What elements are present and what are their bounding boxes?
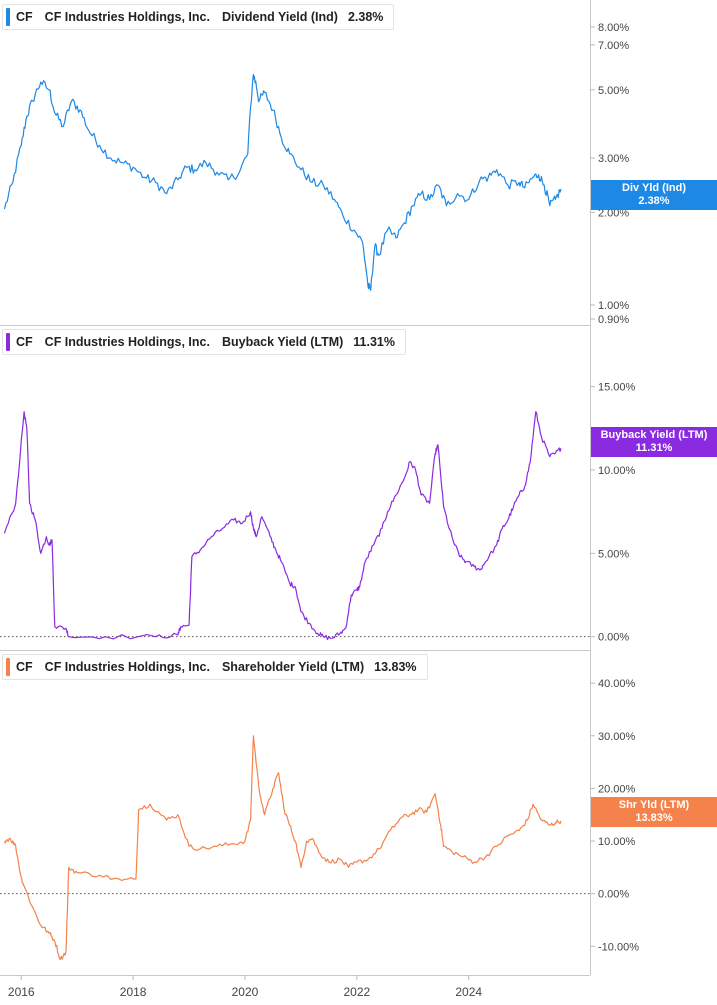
last-value-badge-buyback: Buyback Yield (LTM) 11.31% [591,427,717,457]
badge-value: 13.83% [635,812,673,824]
legend-value: 13.83% [374,660,417,674]
series-color-swatch [6,333,10,351]
legend-symbol: CF [16,335,33,349]
legend-metric: Buyback Yield (LTM) [221,335,344,349]
series-color-swatch [6,658,10,676]
y-tick-label: 3.00% [598,153,629,165]
y-tick-label: 7.00% [598,40,629,52]
y-tick-label: -10.00% [598,941,639,953]
legend-metric: Shareholder Yield (LTM) [221,660,365,674]
x-tick-label: 2020 [232,985,259,999]
series-line-1 [3,74,562,291]
legend-company: CF Industries Holdings, Inc. [44,10,210,24]
y-tick-label: 2.00% [598,207,629,219]
badge-value: 11.31% [635,442,673,454]
x-tick-label: 2018 [120,985,147,999]
legend-metric: Dividend Yield (Ind) [221,10,338,24]
last-value-badge-shareholder: Shr Yld (LTM) 13.83% [591,797,717,827]
y-tick-label: 40.00% [598,678,636,690]
y-tick-label: 1.00% [598,300,629,312]
last-value-badge-dividend: Div Yld (Ind) 2.38% [591,180,717,210]
legend-shareholder-yield: CF CF Industries Holdings, Inc. Sharehol… [2,654,428,680]
y-tick-label: 15.00% [598,382,636,394]
legend-buyback-yield: CF CF Industries Holdings, Inc. Buyback … [2,329,407,355]
x-tick-label: 2022 [344,985,371,999]
badge-value: 2.38% [638,195,670,207]
legend-company: CF Industries Holdings, Inc. [44,335,210,349]
legend-company: CF Industries Holdings, Inc. [44,660,210,674]
series-line-3 [3,735,562,961]
x-tick-label: 2016 [8,985,35,999]
y-tick-label: 5.00% [598,85,629,97]
badge-label: Buyback Yield (LTM) [600,429,708,441]
y-tick-label: 10.00% [598,836,636,848]
series-color-swatch [6,8,10,26]
y-tick-label: 8.00% [598,22,629,34]
legend-dividend-yield: CF CF Industries Holdings, Inc. Dividend… [2,4,395,30]
legend-value: 11.31% [353,335,396,349]
y-tick-label: 0.00% [598,889,629,901]
legend-symbol: CF [16,660,33,674]
y-tick-label: 5.00% [598,548,629,560]
y-tick-label: 30.00% [598,731,636,743]
legend-symbol: CF [16,10,33,24]
x-tick-label: 2024 [455,985,482,999]
series-line-2 [3,411,562,641]
y-tick-label: 10.00% [598,465,636,477]
y-tick-label: 20.00% [598,783,636,795]
legend-value: 2.38% [347,10,384,24]
y-tick-label: 0.00% [598,632,629,644]
badge-label: Div Yld (Ind) [622,182,686,194]
y-tick-label: 0.90% [598,314,629,326]
badge-label: Shr Yld (LTM) [618,799,690,811]
